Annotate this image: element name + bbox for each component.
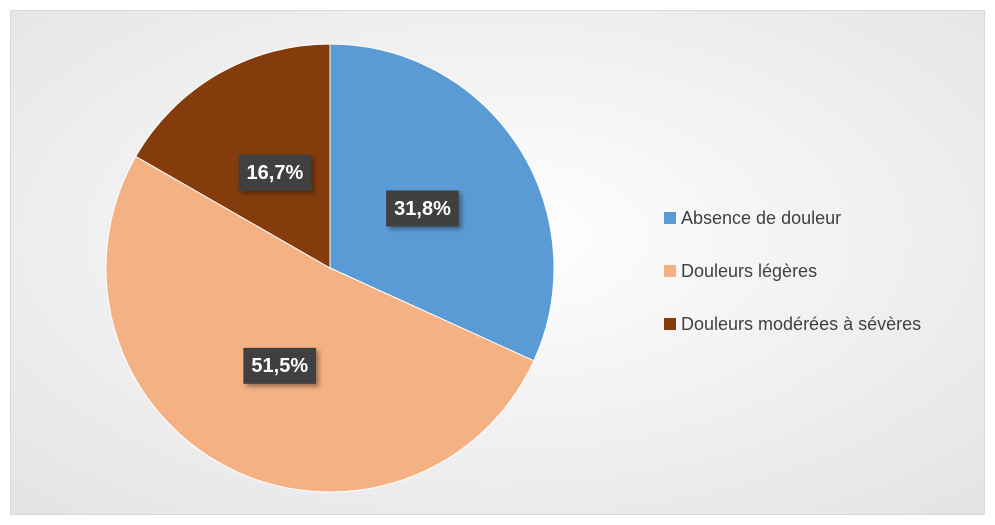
data-label-text: 51,5% [251,355,308,377]
legend-label: Absence de douleur [681,208,841,228]
pie-slice [105,155,535,493]
data-label-text: 16,7% [247,162,304,184]
legend-swatch [664,265,676,277]
data-label-box [238,154,312,191]
legend-swatch [664,212,676,224]
data-label: 31,8% [386,190,459,227]
legend-swatch [664,318,676,330]
data-label: 51,5% [243,347,317,384]
data-label-box [243,347,317,384]
pie-slice [135,43,331,269]
legend-label: Douleurs modérées à sévères [681,314,921,334]
legend-label: Douleurs légères [681,261,817,281]
data-label: 16,7% [238,154,312,191]
data-label-text: 31,8% [394,198,451,220]
data-label-box [386,190,459,227]
